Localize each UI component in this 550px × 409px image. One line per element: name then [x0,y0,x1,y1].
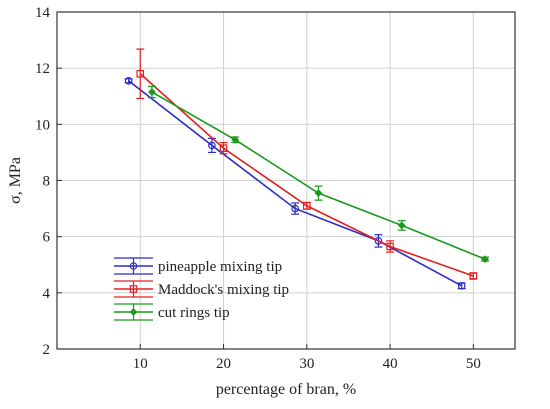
series-0 [124,77,466,290]
data-point [124,77,133,85]
x-tick-label: 30 [299,356,314,372]
ticks: 10 20 30 40 50 2 4 6 8 10 12 14 [35,5,481,372]
y-axis-title: σ, MPa [7,157,24,204]
y-tick-label: 2 [43,342,51,358]
data-point [397,221,406,230]
legend-item-2: cut rings tip [114,303,230,321]
data-point [291,204,299,213]
data-point [469,272,478,280]
x-tick-label: 50 [466,356,481,372]
legend-label: Maddock's mixing tip [158,282,289,298]
data-point [314,189,323,198]
data-point [231,135,240,144]
series-2 [147,85,490,264]
data-point [481,255,489,264]
legend: pineapple mixing tip Maddock's mixing tip… [114,257,289,321]
data-point [136,69,145,78]
x-axis-title: percentage of bran, % [216,381,356,398]
legend-marker [129,262,138,270]
series-line [128,80,463,287]
data-point [386,242,394,251]
data-point [208,141,216,150]
y-tick-label: 4 [43,286,51,302]
data-point [457,282,466,290]
x-tick-label: 20 [216,356,231,372]
legend-marker [129,308,138,316]
y-tick-label: 8 [43,174,51,190]
x-tick-label: 40 [383,356,398,372]
data-point [148,88,156,96]
series-layer [124,48,490,290]
y-tick-label: 14 [35,5,51,21]
x-tick-label: 10 [133,356,148,372]
y-tick-label: 12 [35,61,50,77]
series-1 [136,48,478,280]
legend-marker [129,285,138,293]
data-point [219,144,228,153]
data-point [374,237,383,245]
y-tick-label: 10 [35,117,50,133]
grid [57,12,515,349]
legend-item-1: Maddock's mixing tip [114,280,289,298]
error-bar [136,48,145,100]
legend-label: pineapple mixing tip [158,259,282,275]
y-tick-label: 6 [43,230,51,246]
series-line [151,91,486,260]
legend-label: cut rings tip [158,305,230,321]
legend-item-0: pineapple mixing tip [114,257,282,275]
data-point [303,201,311,210]
